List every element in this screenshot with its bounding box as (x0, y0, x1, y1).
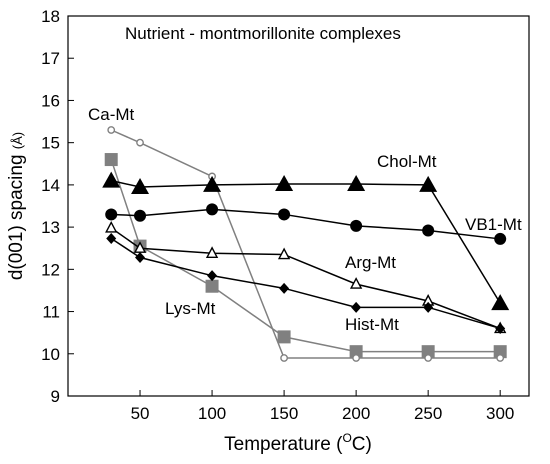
data-point (491, 294, 510, 311)
data-point (106, 233, 117, 245)
data-point (422, 224, 435, 237)
data-point (277, 330, 291, 344)
series-label-vb1-mt: VB1-Mt (465, 215, 522, 234)
series-lys-mt (104, 153, 507, 359)
x-tick-label: 250 (414, 404, 442, 423)
y-tick-label: 10 (41, 345, 60, 364)
x-axis-ticks: 50 100 150 200 250 300 (131, 390, 514, 423)
series-chol-mt (102, 171, 510, 311)
y-tick-label: 11 (42, 303, 60, 322)
data-point (496, 354, 505, 362)
data-point (423, 301, 434, 313)
y-tick-label: 14 (41, 176, 60, 195)
chart-title: Nutrient - montmorillonite complexes (125, 24, 401, 43)
y-tick-label: 12 (41, 260, 60, 279)
y-axis-title: d(001) spacing (Å) (6, 132, 27, 280)
data-point (351, 301, 362, 313)
data-point (136, 138, 144, 147)
data-point (105, 208, 118, 221)
series-vb1-mt (105, 203, 507, 245)
x-tick-label: 50 (131, 404, 150, 423)
series-label-lys-mt: Lys-Mt (165, 299, 216, 318)
data-point (135, 252, 146, 264)
data-point (205, 246, 219, 258)
data-point (494, 232, 507, 245)
data-point (278, 208, 291, 221)
data-point (280, 354, 288, 362)
data-point (203, 175, 222, 192)
x-axis-title: Temperature (OC) (224, 431, 372, 455)
data-point (277, 247, 291, 260)
data-point (419, 175, 438, 192)
x-tick-label: 150 (270, 404, 298, 423)
series-label-arg-mt: Arg-Mt (345, 253, 396, 272)
data-point (350, 219, 363, 232)
data-point (207, 270, 218, 282)
data-point (279, 282, 290, 294)
y-tick-label: 13 (41, 218, 60, 237)
data-point (107, 126, 116, 134)
data-point (206, 203, 219, 216)
data-point (424, 354, 433, 362)
data-point (105, 220, 118, 233)
y-tick-label: 17 (41, 49, 60, 68)
data-point (495, 322, 506, 334)
series-label-ca-mt: Ca-Mt (88, 105, 135, 124)
series-group (102, 126, 510, 362)
data-point (349, 345, 363, 359)
plot-frame (67, 15, 530, 397)
data-point (102, 171, 121, 188)
data-point (347, 175, 366, 192)
data-point (104, 153, 118, 167)
series-label-hist-mt: Hist-Mt (345, 315, 399, 334)
data-point (134, 209, 147, 222)
x-tick-label: 200 (342, 404, 370, 423)
series-hist-mt (106, 233, 506, 334)
data-point (493, 345, 507, 359)
data-point (205, 279, 219, 293)
x-tick-label: 300 (486, 404, 514, 423)
data-point (131, 178, 150, 194)
y-axis-ticks: 9 10 11 12 13 14 15 16 17 18 (41, 7, 74, 406)
data-point (349, 277, 363, 289)
y-tick-label: 9 (51, 387, 60, 406)
series-label-chol-mt: Chol-Mt (377, 152, 437, 171)
data-point (421, 345, 435, 359)
x-tick-label: 100 (198, 404, 226, 423)
series-labels: Ca-Mt Lys-Mt Chol-Mt VB1-Mt Arg-Mt Hist-Mt (88, 105, 522, 334)
data-point (275, 175, 294, 192)
y-tick-label: 18 (41, 7, 60, 26)
y-tick-label: 16 (41, 91, 60, 110)
y-tick-label: 15 (41, 134, 60, 153)
data-point (352, 354, 361, 362)
